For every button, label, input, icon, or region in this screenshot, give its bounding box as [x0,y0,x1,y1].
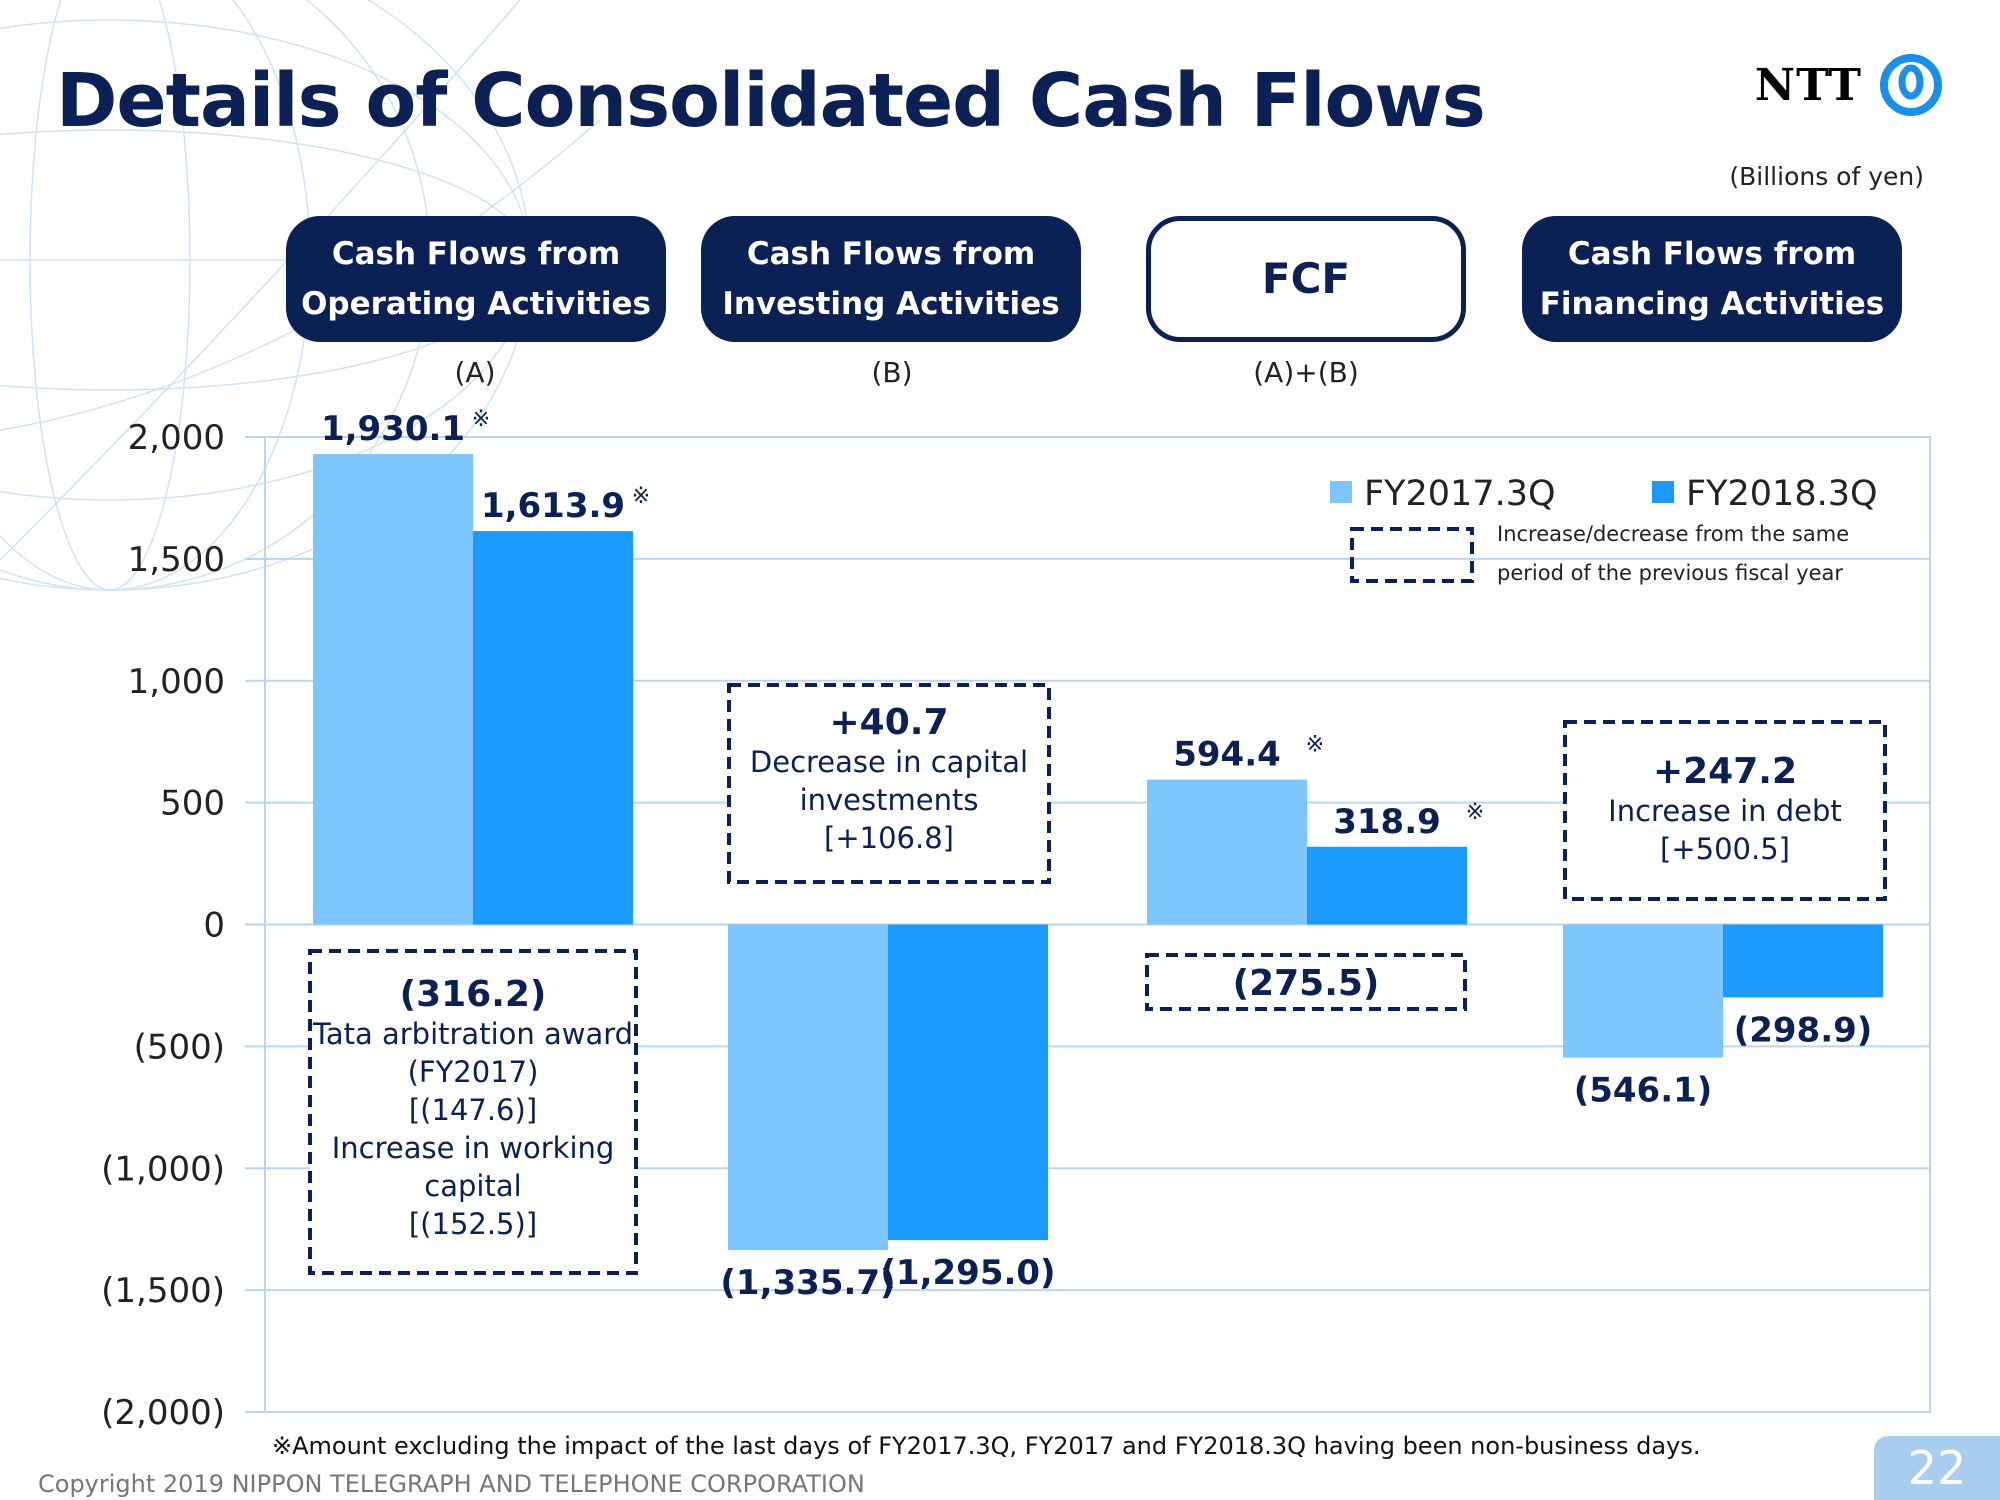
annotation-value: +40.7 [830,702,949,743]
legend-swatch [1652,481,1674,503]
category-operating: Cash Flows from Operating Activities [286,216,666,342]
annotation-text: Increase in working [332,1131,615,1165]
data-label: (1,295.0) [880,1253,1055,1293]
page-number: 22 [1874,1436,2000,1500]
bar [1563,924,1723,1058]
copyright: Copyright 2019 NIPPON TELEGRAPH AND TELE… [38,1470,865,1498]
y-tick-label: (2,000) [101,1393,225,1433]
data-label: 1,613.9 [481,486,625,526]
data-label-mark: ※ [472,407,490,432]
category-note-b: (B) [871,356,913,389]
y-tick-label: 0 [203,906,225,946]
annotation-value: (275.5) [1233,963,1380,1004]
unit-note: (Billions of yen) [1729,162,1924,191]
category-label-line2: Investing Activities [722,286,1060,322]
ntt-logo-icon [1880,54,1942,116]
legend-swatch [1330,481,1352,503]
logo-text: NTT [1754,59,1862,111]
annotation-text: Tata arbitration award [312,1017,633,1051]
bar [1147,779,1307,925]
bar [1307,846,1467,925]
bar [728,924,888,1251]
data-label-mark: ※ [1466,800,1484,825]
legend-label: FY2018.3Q [1686,474,1878,514]
annotation-text: capital [424,1169,521,1203]
legend-dashed-box [1350,527,1474,583]
annotation-text: [+106.8] [824,821,954,855]
annotation-text: [(147.6)] [409,1093,537,1127]
annotation-text: Increase in debt [1608,794,1842,828]
category-label-line1: Cash Flows from [331,236,621,272]
data-label: (546.1) [1574,1071,1713,1111]
annotation-box [308,949,638,1275]
category-fcf: FCF [1146,216,1466,342]
bar [1723,924,1883,998]
y-tick-label: 1,000 [128,662,225,702]
bar [888,924,1048,1241]
data-label: 318.9 [1333,802,1441,842]
legend-box-label: period of the previous fiscal year [1497,561,1843,585]
y-tick-label: (1,000) [101,1149,225,1189]
category-financing: Cash Flows from Financing Activities [1522,216,1902,342]
data-label: 594.4 [1173,735,1281,775]
data-label: (298.9) [1734,1010,1873,1050]
annotation-text: (FY2017) [408,1055,539,1089]
annotation-text: [(152.5)] [409,1207,537,1241]
annotation-text: Decrease in capital [750,745,1028,779]
legend-box-label: Increase/decrease from the same [1497,522,1849,546]
y-tick-label: (1,500) [101,1271,225,1311]
bar [473,531,633,925]
data-label: 1,930.1 [321,409,465,449]
annotation-box [1563,720,1887,901]
legend-label: FY2017.3Q [1364,474,1556,514]
y-tick-label: 500 [160,784,225,824]
y-tick-label: 2,000 [128,418,225,458]
category-label-line2: Operating Activities [301,286,651,322]
annotation-box [727,683,1051,884]
category-label-line1: Cash Flows from [746,236,1036,272]
annotation-value: (316.2) [400,974,547,1015]
category-investing: Cash Flows from Investing Activities [701,216,1081,342]
category-label-line1: FCF [1261,254,1351,303]
annotation-text: investments [800,783,979,817]
footnote: ※Amount excluding the impact of the last… [272,1432,1701,1460]
ntt-logo: NTT [1755,50,1946,120]
category-label-line2: Financing Activities [1539,286,1885,322]
page-title: Details of Consolidated Cash Flows [56,58,1486,144]
y-tick-label: 1,500 [128,540,225,580]
category-note-a: (A) [454,356,496,389]
annotation-value: +247.2 [1653,751,1797,792]
data-label-mark: ※ [632,484,650,509]
data-label-mark: ※ [1306,733,1324,758]
category-note-ab: (A)+(B) [1253,356,1359,389]
category-label-line1: Cash Flows from [1567,236,1857,272]
bar [313,454,473,925]
y-tick-label: (500) [134,1027,225,1067]
annotation-box [1145,953,1467,1011]
annotation-text: [+500.5] [1660,832,1790,866]
data-label: (1,335.7) [720,1263,895,1303]
